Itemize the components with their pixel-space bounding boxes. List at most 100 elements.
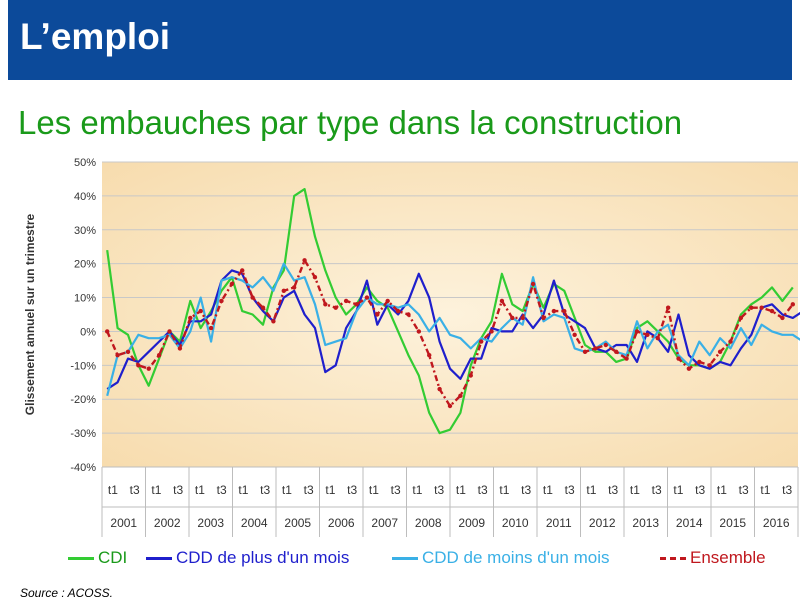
legend-item-ensemble: Ensemble (660, 545, 766, 571)
year-tick-label: 2013 (632, 516, 659, 530)
legend-label-cdi: CDI (98, 548, 128, 567)
series-point-3 (364, 295, 370, 300)
legend-label-cdd-moins: CDD de moins d'un mois (422, 548, 610, 567)
quarter-tick-label: t1 (543, 483, 553, 497)
chart-legend: CDI CDD de plus d'un mois CDD de moins d… (68, 545, 798, 571)
series-point-3 (478, 339, 484, 344)
series-point-3 (489, 329, 494, 334)
quarter-tick-label: t1 (369, 483, 379, 497)
series-point-3 (728, 339, 733, 344)
quarter-tick-label: t1 (456, 483, 466, 497)
year-tick-label: 2001 (110, 516, 137, 530)
series-point-3 (499, 298, 505, 304)
line-chart: -40% -30% -20% -10% 0% 10% 20% 30% 40% 50% Glisse… (23, 157, 800, 537)
year-tick-label: 2005 (284, 516, 311, 530)
quarter-tick-label: t1 (325, 483, 335, 497)
series-point-3 (665, 305, 671, 310)
series-point-3 (686, 366, 692, 371)
series-point-3 (717, 349, 723, 354)
series-point-3 (707, 363, 712, 368)
year-tick-label: 2006 (328, 516, 355, 530)
legend-item-cdi: CDI (68, 545, 127, 571)
series-point-3 (385, 298, 390, 304)
series-point-3 (447, 403, 453, 409)
series-point-3 (395, 308, 401, 314)
series-point-3 (219, 298, 224, 304)
year-tick-label: 2004 (241, 516, 268, 530)
legend-label-cdd-plus: CDD de plus d'un mois (176, 548, 350, 567)
quarter-tick-label: t1 (238, 483, 248, 497)
series-point-3 (634, 329, 640, 334)
series-point-3 (198, 308, 203, 314)
series-point-3 (458, 393, 463, 399)
quarter-tick-label: t3 (347, 483, 357, 497)
series-point-3 (333, 305, 338, 310)
series-point-3 (738, 315, 744, 321)
series-line-2 (106, 262, 800, 397)
y-tick-label: 0% (80, 326, 96, 338)
quarter-tick-label: t3 (434, 483, 444, 497)
y-tick-label: 30% (74, 225, 96, 237)
series-point-3 (302, 258, 307, 263)
series-point-3 (343, 298, 349, 304)
series-point-3 (769, 308, 775, 314)
series-lines (104, 188, 800, 435)
legend-swatch-ensemble (660, 556, 686, 560)
y-tick-label: 10% (74, 293, 96, 305)
quarter-tick-label: t1 (412, 483, 422, 497)
quarter-tick-label: t3 (521, 483, 531, 497)
quarter-tick-label: t3 (652, 483, 662, 497)
y-tick-label: 50% (74, 157, 96, 169)
series-point-3 (416, 329, 422, 334)
quarter-tick-label: t3 (565, 483, 575, 497)
legend-swatch-cdi (68, 556, 94, 560)
series-point-3 (177, 346, 183, 351)
quarter-tick-label: t1 (195, 483, 205, 497)
series-point-3 (624, 356, 629, 361)
series-point-3 (167, 329, 172, 334)
legend-swatch-cdd-plus (146, 556, 172, 560)
series-point-3 (749, 305, 754, 310)
series-point-3 (468, 373, 473, 378)
series-point-3 (250, 295, 255, 300)
series-point-3 (437, 386, 442, 392)
quarter-tick-label: t1 (630, 483, 640, 497)
year-tick-label: 2015 (719, 516, 746, 530)
quarter-tick-label: t1 (108, 483, 118, 497)
series-point-3 (312, 275, 318, 280)
series-point-3 (614, 349, 619, 354)
y-tick-label: 20% (74, 259, 96, 271)
series-point-3 (115, 352, 120, 358)
quarter-tick-label: t3 (304, 483, 314, 497)
series-point-3 (208, 325, 214, 331)
series-point-3 (156, 352, 162, 358)
quarter-tick-label: t1 (717, 483, 727, 497)
series-point-3 (229, 281, 235, 287)
quarter-tick-label: t3 (173, 483, 183, 497)
year-tick-label: 2010 (502, 516, 529, 530)
series-point-3 (603, 342, 609, 348)
quarter-tick-label: t3 (478, 483, 488, 497)
y-tick-label: -30% (70, 428, 96, 440)
quarter-tick-label: t1 (673, 483, 683, 497)
series-point-3 (104, 329, 110, 334)
series-point-3 (375, 312, 380, 317)
year-tick-label: 2016 (763, 516, 790, 530)
year-tick-label: 2012 (589, 516, 616, 530)
y-tick-labels: -40% -30% -20% -10% 0% 10% 20% 30% 40% 50% (70, 157, 96, 474)
quarter-tick-label: t3 (260, 483, 270, 497)
series-point-3 (291, 285, 297, 290)
legend-item-cdd-plus: CDD de plus d'un mois (146, 545, 349, 571)
series-point-3 (530, 281, 536, 287)
series-point-3 (354, 302, 359, 307)
series-point-3 (676, 356, 681, 361)
series-point-3 (572, 332, 577, 338)
header-banner: L’emploi (8, 0, 792, 80)
series-point-3 (146, 366, 151, 371)
series-point-3 (271, 319, 276, 324)
quarter-tick-label: t3 (782, 483, 792, 497)
legend-swatch-cdd-moins (392, 556, 418, 560)
quarter-tick-label: t1 (760, 483, 770, 497)
source-note: Source : ACOSS. (20, 586, 113, 600)
year-tick-label: 2007 (371, 516, 398, 530)
